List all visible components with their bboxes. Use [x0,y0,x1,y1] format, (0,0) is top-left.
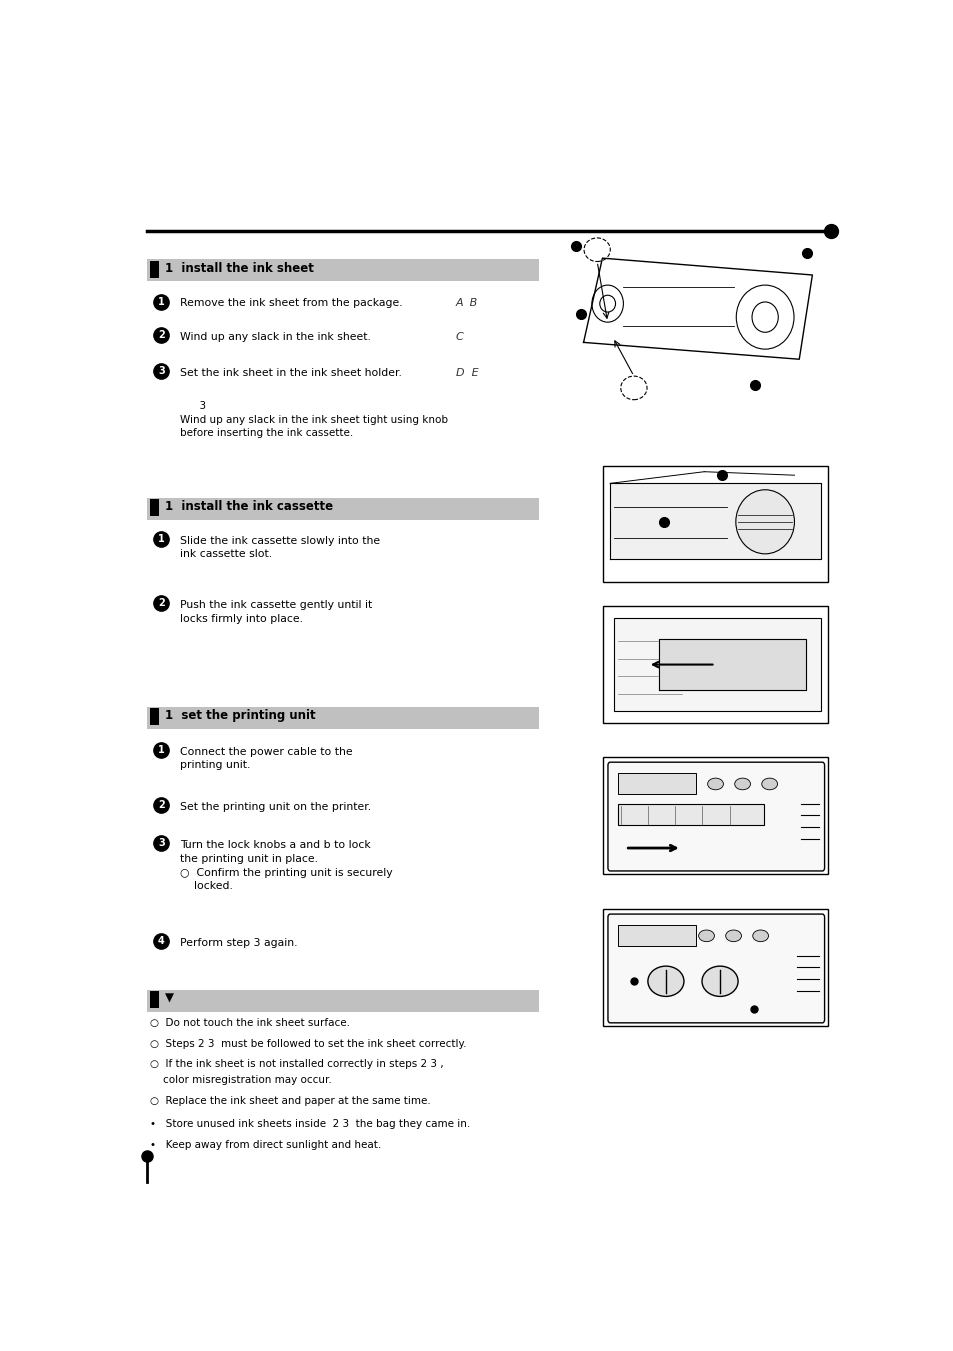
Text: 2: 2 [158,598,165,608]
Text: ○  If the ink sheet is not installed correctly in steps 2 3 ,: ○ If the ink sheet is not installed corr… [151,1059,443,1069]
Text: Slide the ink cassette slowly into the
ink cassette slot.: Slide the ink cassette slowly into the i… [180,535,379,559]
FancyBboxPatch shape [147,990,538,1012]
Ellipse shape [735,490,794,554]
Text: 1  set the printing unit: 1 set the printing unit [165,709,315,721]
Ellipse shape [583,238,610,262]
Text: 3
Wind up any slack in the ink sheet tight using knob
before inserting the ink c: 3 Wind up any slack in the ink sheet tig… [180,401,447,438]
Text: Turn the lock knobs a and b to lock
the printing unit in place.
○  Confirm the p: Turn the lock knobs a and b to lock the … [180,840,392,892]
Ellipse shape [591,285,622,322]
Text: 1  install the ink cassette: 1 install the ink cassette [165,500,333,513]
Text: 3: 3 [158,366,165,376]
Ellipse shape [599,296,615,312]
Text: D  E: D E [456,367,477,378]
Text: 1: 1 [158,744,165,755]
Text: Wind up any slack in the ink sheet.: Wind up any slack in the ink sheet. [180,332,371,342]
FancyBboxPatch shape [607,762,823,871]
Text: ○  Do not touch the ink sheet surface.: ○ Do not touch the ink sheet surface. [151,1019,350,1028]
Ellipse shape [701,966,738,997]
Text: 2: 2 [158,330,165,340]
FancyBboxPatch shape [151,992,159,1008]
Polygon shape [610,484,820,559]
Text: 2: 2 [158,800,165,811]
Text: ○  Steps 2 3  must be followed to set the ink sheet correctly.: ○ Steps 2 3 must be followed to set the … [151,1039,466,1050]
FancyBboxPatch shape [602,466,827,582]
Ellipse shape [725,929,740,942]
Text: 1: 1 [158,534,165,543]
Ellipse shape [734,778,750,790]
FancyBboxPatch shape [602,757,827,874]
FancyBboxPatch shape [147,707,538,728]
FancyBboxPatch shape [147,259,538,281]
Text: •   Store unused ink sheets inside  2 3  the bag they came in.: • Store unused ink sheets inside 2 3 the… [151,1119,470,1129]
FancyBboxPatch shape [151,261,159,277]
Ellipse shape [647,966,683,997]
FancyBboxPatch shape [151,499,159,516]
FancyBboxPatch shape [613,617,820,711]
Text: 4: 4 [158,936,165,946]
Text: Set the ink sheet in the ink sheet holder.: Set the ink sheet in the ink sheet holde… [180,367,401,378]
FancyBboxPatch shape [617,774,696,794]
Text: Remove the ink sheet from the package.: Remove the ink sheet from the package. [180,299,402,308]
Ellipse shape [620,376,646,400]
Text: 1: 1 [158,296,165,307]
FancyBboxPatch shape [602,607,827,723]
Text: Connect the power cable to the
printing unit.: Connect the power cable to the printing … [180,747,352,770]
Ellipse shape [707,778,722,790]
Text: Push the ink cassette gently until it
locks firmly into place.: Push the ink cassette gently until it lo… [180,600,372,624]
Text: A  B: A B [456,299,477,308]
Ellipse shape [751,303,778,332]
FancyBboxPatch shape [147,497,538,520]
Text: 3: 3 [158,839,165,848]
Text: Perform step 3 again.: Perform step 3 again. [180,938,297,948]
Polygon shape [659,639,805,690]
FancyBboxPatch shape [151,708,159,725]
Text: ○  Replace the ink sheet and paper at the same time.: ○ Replace the ink sheet and paper at the… [151,1096,431,1106]
FancyBboxPatch shape [602,909,827,1025]
Text: Set the printing unit on the printer.: Set the printing unit on the printer. [180,802,371,812]
Text: C: C [456,332,463,342]
Text: 1  install the ink sheet: 1 install the ink sheet [165,262,314,274]
Ellipse shape [736,285,793,349]
Text: color misregistration may occur.: color misregistration may occur. [151,1075,332,1085]
FancyBboxPatch shape [617,804,763,824]
Text: ▼: ▼ [165,992,173,1005]
Ellipse shape [752,929,768,942]
Ellipse shape [698,929,714,942]
FancyBboxPatch shape [617,925,696,946]
Text: •   Keep away from direct sunlight and heat.: • Keep away from direct sunlight and hea… [151,1140,381,1150]
Ellipse shape [760,778,777,790]
FancyBboxPatch shape [607,915,823,1023]
